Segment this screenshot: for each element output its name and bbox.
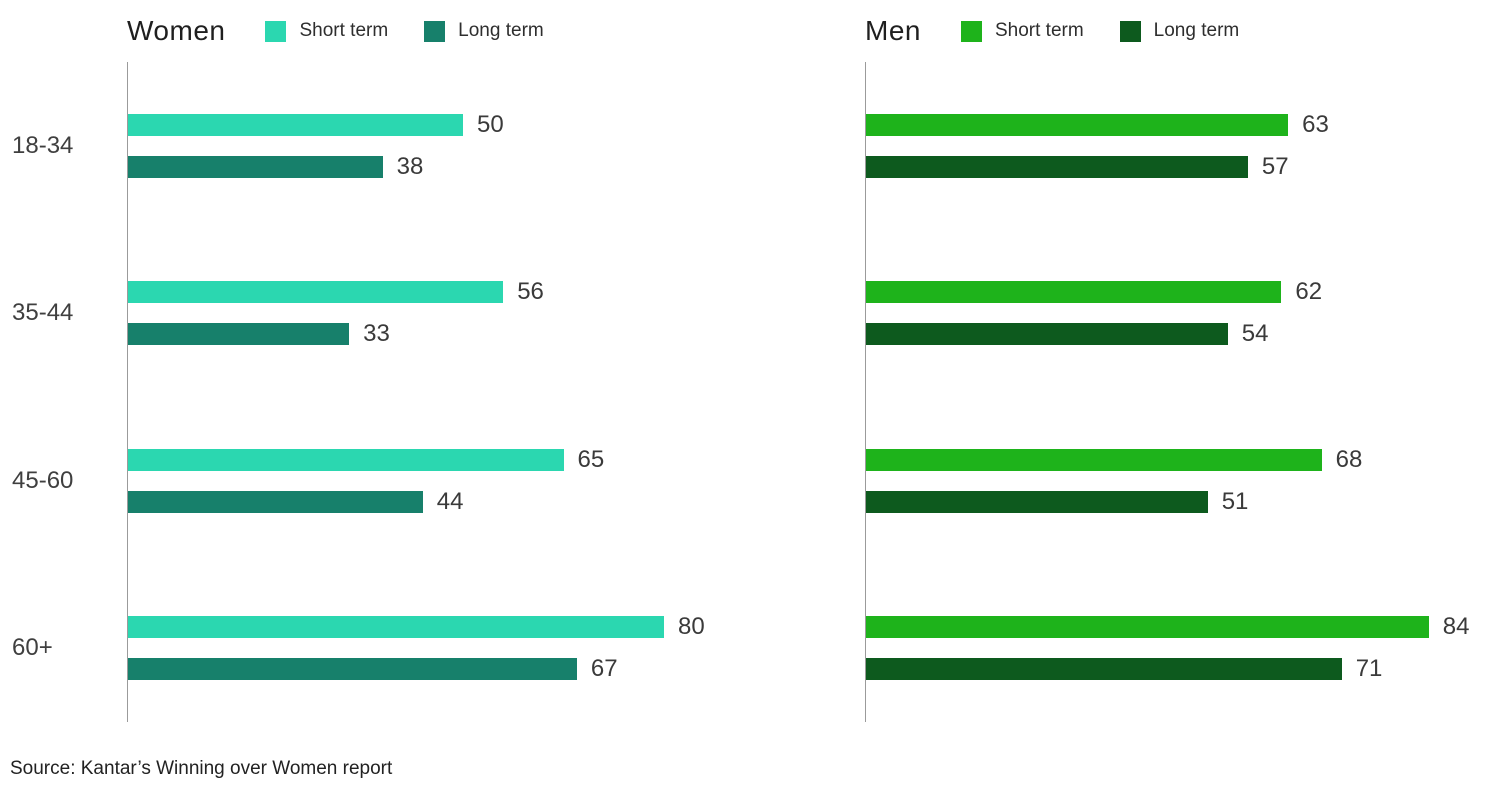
category-label-60+: 60+ (12, 633, 53, 661)
bar-segment (866, 448, 1322, 471)
category-label-18-34: 18-34 (12, 132, 74, 159)
chart-title-women: Women (127, 15, 226, 46)
legend-men: Short term Long term (960, 20, 1240, 42)
bar-value-label: 67 (590, 654, 618, 682)
bar-value-label: 33 (363, 320, 390, 348)
bar-row-men-45-60-short-term: 68 (866, 445, 1363, 473)
bar-segment (128, 323, 350, 346)
legend-item-women-long-term: Long term (424, 20, 544, 42)
category-axis-labels: 18-34 35-44 45-60 60+ (12, 62, 122, 722)
plot-area-men: 63 62 68 84 57 54 51 71 (865, 62, 1485, 722)
legend-swatch-men-short-term (960, 20, 982, 42)
bar-value-label: 54 (1241, 320, 1269, 348)
bar-value-label: 63 (1302, 111, 1329, 138)
chart-header-men: Men Short term Long term (865, 8, 1239, 54)
bar-value-label: 80 (678, 612, 705, 640)
bar-segment (866, 114, 1289, 136)
bar-row-women-45-60-long-term: 44 (128, 487, 464, 515)
bar-segment (866, 657, 1342, 680)
chart-header-women: Women Short term Long term (127, 8, 544, 54)
bar-row-women-60+-long-term: 67 (128, 654, 618, 682)
legend-swatch-women-long-term (424, 20, 446, 42)
bar-segment (866, 490, 1208, 513)
bar-row-men-18-34-short-term: 63 (866, 111, 1329, 138)
bar-row-women-35-44-long-term: 33 (128, 320, 390, 348)
legend-item-men-long-term: Long term (1119, 20, 1240, 42)
bar-segment (866, 281, 1282, 304)
bar-segment (128, 156, 383, 178)
legend-label-women-short-term: Short term (299, 20, 389, 41)
source-note: Source: Kantar’s Winning over Women repo… (10, 758, 393, 779)
bar-segment (866, 323, 1228, 346)
bar-value-label: 50 (477, 111, 504, 138)
bar-row-women-35-44-short-term: 56 (128, 278, 544, 306)
bar-row-women-45-60-short-term: 65 (128, 445, 605, 473)
bar-segment (128, 490, 423, 513)
bar-value-label: 65 (577, 445, 605, 473)
bar-row-women-60+-short-term: 80 (128, 612, 705, 640)
bar-row-men-60+-long-term: 71 (866, 654, 1383, 682)
bar-row-men-60+-short-term: 84 (866, 612, 1470, 640)
bar-segment (866, 615, 1429, 638)
bar-value-label: 57 (1261, 153, 1289, 180)
legend-swatch-men-long-term (1119, 20, 1141, 42)
bar-row-men-18-34-long-term: 57 (866, 153, 1289, 180)
bar-row-men-45-60-long-term: 51 (866, 487, 1249, 515)
bar-row-men-35-44-short-term: 62 (866, 278, 1323, 306)
bar-value-label: 56 (517, 278, 544, 306)
bar-value-label: 71 (1355, 654, 1383, 682)
plot-area-women: 50 56 65 80 38 33 44 67 (127, 62, 747, 722)
legend-item-women-short-term: Short term (265, 20, 388, 42)
bar-row-men-35-44-long-term: 54 (866, 320, 1269, 348)
bar-value-label: 84 (1442, 612, 1470, 640)
bar-row-women-18-34-long-term: 38 (128, 153, 424, 180)
bar-segment (128, 281, 504, 304)
legend-label-men-short-term: Short term (994, 20, 1084, 41)
bar-segment (128, 657, 577, 680)
bar-value-label: 62 (1295, 278, 1323, 306)
legend-women: Short term Long term (265, 20, 544, 42)
bar-segment (128, 448, 564, 471)
legend-swatch-women-short-term (265, 20, 287, 42)
bar-value-label: 68 (1335, 445, 1363, 473)
legend-label-women-long-term: Long term (458, 20, 544, 41)
bar-value-label: 38 (396, 153, 424, 180)
bar-value-label: 51 (1221, 487, 1249, 515)
legend-item-men-short-term: Short term (960, 20, 1084, 42)
bar-segment (128, 114, 463, 136)
category-label-35-44: 35-44 (12, 299, 74, 327)
category-label-45-60: 45-60 (12, 466, 74, 494)
bar-segment (128, 615, 664, 638)
bar-row-women-18-34-short-term: 50 (128, 111, 504, 138)
bar-value-label: 44 (436, 487, 464, 515)
chart-title-men: Men (865, 15, 921, 46)
bar-segment (866, 156, 1248, 178)
legend-label-men-long-term: Long term (1153, 20, 1240, 41)
